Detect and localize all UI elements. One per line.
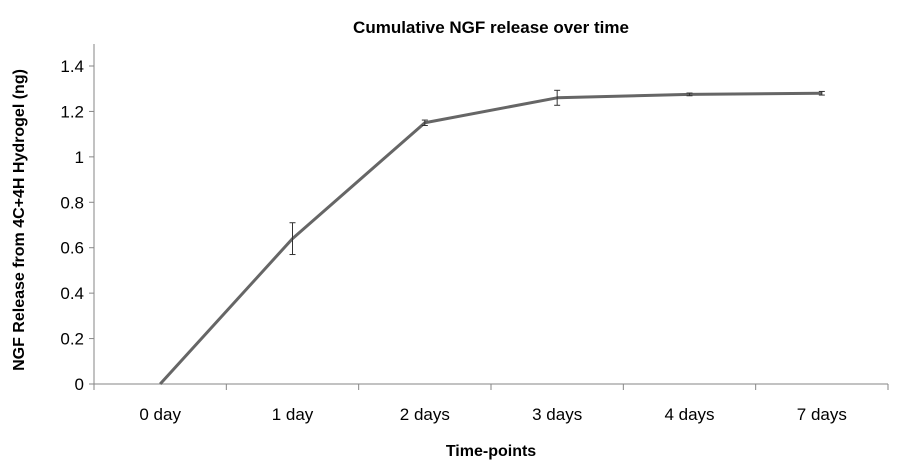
y-tick-label: 1.2 bbox=[60, 102, 84, 121]
y-axis-title: NGF Release from 4C+4H Hydrogel (ng) bbox=[11, 69, 28, 371]
x-tick-label: 4 days bbox=[664, 405, 714, 424]
x-tick-label: 0 day bbox=[139, 405, 181, 424]
y-tick-label: 0 bbox=[75, 375, 84, 394]
y-tick-label: 0.4 bbox=[60, 284, 84, 303]
y-tick-label: 0.6 bbox=[60, 239, 84, 258]
x-tick-label: 2 days bbox=[400, 405, 450, 424]
error-bar bbox=[554, 89, 561, 106]
y-tick-label: 0.2 bbox=[60, 330, 84, 349]
y-tick-label: 1.4 bbox=[60, 57, 84, 76]
y-tick-label: 0.8 bbox=[60, 193, 84, 212]
series-line bbox=[159, 91, 822, 386]
x-tick-label: 3 days bbox=[532, 405, 582, 424]
y-tick-label: 1 bbox=[75, 148, 84, 167]
x-ticks: 0 day 1 day 2 days 3 days 4 days 7 days bbox=[93, 384, 889, 424]
error-bar bbox=[289, 222, 296, 256]
error-bar bbox=[421, 119, 428, 127]
error-bar bbox=[686, 92, 693, 97]
x-tick-label: 1 day bbox=[272, 405, 314, 424]
y-ticks: 0 0.2 0.4 0.6 0.8 1 1.2 1.4 bbox=[60, 57, 94, 394]
error-bar bbox=[818, 90, 825, 96]
series-layer bbox=[159, 89, 825, 386]
x-axis-title: Time-points bbox=[446, 443, 536, 460]
x-tick-label: 7 days bbox=[797, 405, 847, 424]
chart-title: Cumulative NGF release over time bbox=[353, 18, 629, 37]
